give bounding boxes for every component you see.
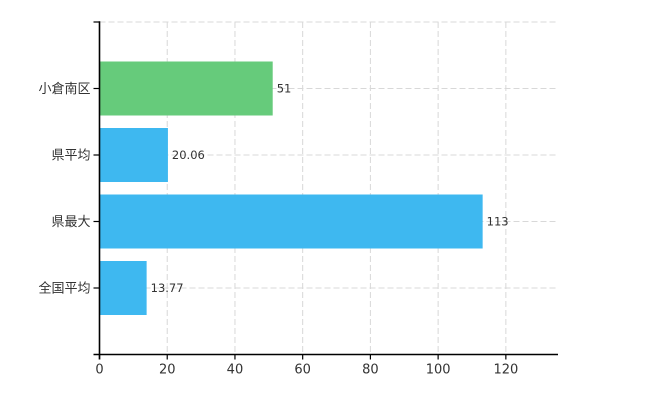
bar[interactable] xyxy=(100,261,147,315)
bar-value-label: 20.06 xyxy=(172,148,205,162)
x-tick-label: 120 xyxy=(493,363,518,378)
x-tick-label: 100 xyxy=(426,363,451,378)
bar-value-label: 51 xyxy=(277,82,292,96)
bar-value-label: 113 xyxy=(487,215,509,229)
bar[interactable] xyxy=(100,128,168,182)
bar-value-label: 13.77 xyxy=(151,281,184,295)
x-tick-label: 80 xyxy=(362,363,379,378)
category-label: 県最大 xyxy=(51,215,90,230)
category-label: 小倉南区 xyxy=(38,81,90,97)
x-tick-label: 40 xyxy=(227,363,244,378)
x-tick-label: 60 xyxy=(294,363,311,378)
bar[interactable] xyxy=(100,61,273,116)
x-tick-label: 0 xyxy=(95,363,103,378)
category-label: 県平均 xyxy=(51,149,90,164)
x-tick-label: 20 xyxy=(159,363,176,378)
bar[interactable] xyxy=(100,194,483,249)
category-label: 全国平均 xyxy=(38,281,90,297)
